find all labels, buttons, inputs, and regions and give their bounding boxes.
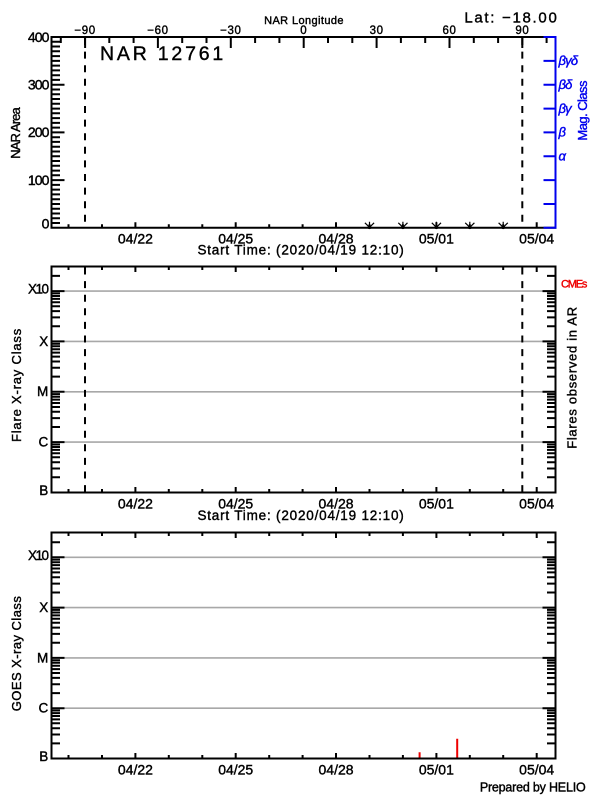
svg-text:X10: X10: [28, 548, 49, 563]
svg-text:100: 100: [28, 172, 50, 188]
svg-text:βγδ: βγδ: [558, 53, 579, 68]
svg-text:X10: X10: [28, 282, 49, 297]
svg-text:04/28: 04/28: [319, 495, 354, 511]
svg-text:400: 400: [28, 29, 50, 45]
svg-text:05/04: 05/04: [519, 495, 554, 511]
svg-text:B: B: [39, 749, 48, 764]
svg-text:0: 0: [300, 25, 307, 37]
svg-text:C: C: [39, 435, 49, 450]
svg-text:X: X: [39, 334, 48, 349]
svg-text:60: 60: [442, 25, 456, 37]
svg-text:−90: −90: [74, 25, 95, 37]
svg-text:GOES X-ray Class: GOES X-ray Class: [9, 596, 24, 712]
svg-text:04/25: 04/25: [218, 231, 253, 247]
svg-text:Start Time: (2020/04/19 12:10): Start Time: (2020/04/19 12:10): [197, 242, 404, 257]
svg-text:300: 300: [28, 77, 50, 93]
svg-text:05/01: 05/01: [419, 495, 454, 511]
svg-text:04/22: 04/22: [118, 231, 153, 247]
svg-text:Prepared by HELIO: Prepared by HELIO: [480, 781, 586, 795]
svg-text:M: M: [37, 384, 48, 399]
svg-text:Start Time: (2020/04/19 12:10): Start Time: (2020/04/19 12:10): [197, 508, 404, 523]
svg-text:βγ: βγ: [558, 101, 574, 116]
svg-text:−60: −60: [147, 25, 168, 37]
svg-text:30: 30: [370, 25, 384, 37]
svg-text:NAR 12761: NAR 12761: [100, 43, 226, 65]
svg-text:200: 200: [28, 124, 50, 140]
svg-text:04/22: 04/22: [118, 762, 153, 778]
svg-text:NAR Area: NAR Area: [8, 107, 23, 159]
svg-text:Lat: −18.00: Lat: −18.00: [464, 10, 558, 27]
svg-text:04/22: 04/22: [118, 495, 153, 511]
svg-text:04/28: 04/28: [319, 762, 354, 778]
svg-text:−30: −30: [220, 25, 241, 37]
svg-text:Flare X-ray Class: Flare X-ray Class: [9, 328, 24, 442]
svg-text:90: 90: [515, 25, 529, 37]
svg-text:βδ: βδ: [558, 77, 574, 92]
svg-text:05/01: 05/01: [419, 762, 454, 778]
svg-text:CMEs: CMEs: [561, 278, 588, 290]
svg-text:05/01: 05/01: [419, 231, 454, 247]
svg-text:β: β: [558, 125, 567, 140]
svg-text:Mag. Class: Mag. Class: [575, 80, 590, 141]
svg-text:05/04: 05/04: [519, 231, 554, 247]
svg-text:04/25: 04/25: [218, 762, 253, 778]
svg-text:Flares observed in AR: Flares observed in AR: [565, 306, 580, 449]
svg-text:04/25: 04/25: [218, 495, 253, 511]
svg-text:05/04: 05/04: [519, 762, 554, 778]
svg-text:α: α: [559, 149, 567, 164]
svg-text:C: C: [39, 701, 49, 716]
svg-text:M: M: [37, 650, 48, 665]
svg-text:NAR Longitude: NAR Longitude: [264, 15, 344, 27]
svg-text:X: X: [39, 600, 48, 615]
svg-text:0: 0: [42, 216, 50, 232]
svg-text:04/28: 04/28: [319, 231, 354, 247]
svg-text:B: B: [39, 483, 48, 498]
